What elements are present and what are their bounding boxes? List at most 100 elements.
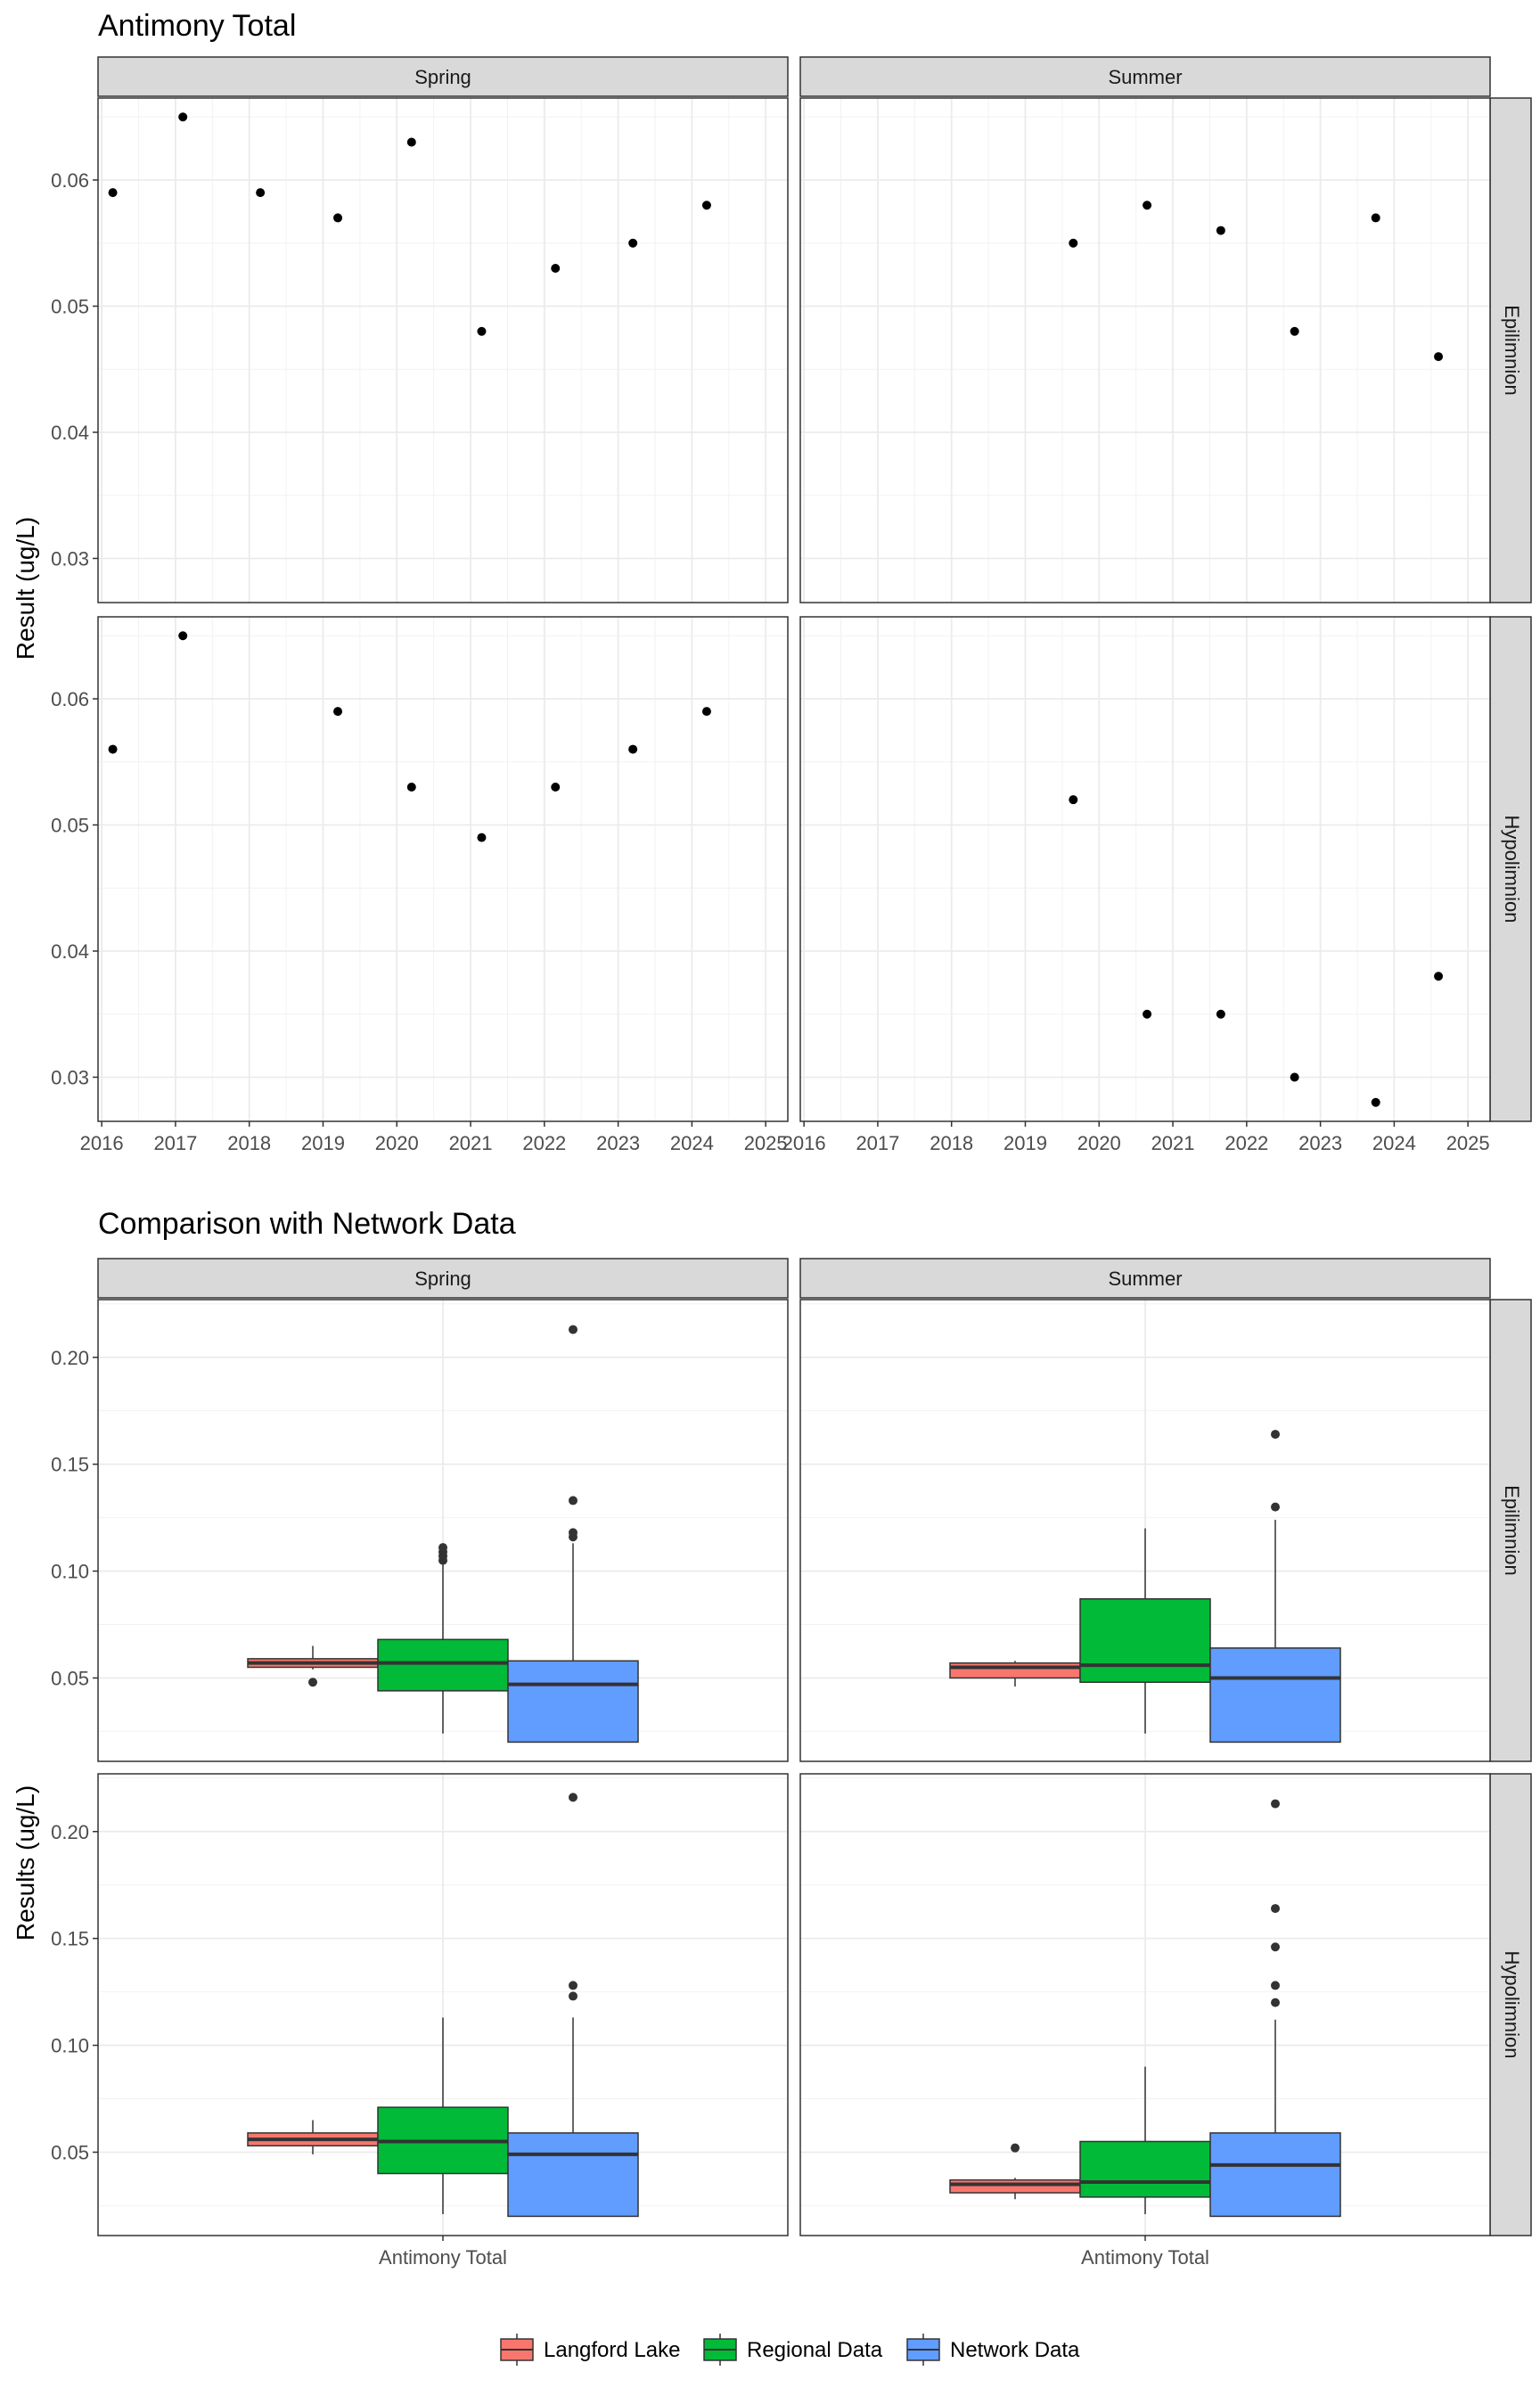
box-body [1209, 2132, 1341, 2218]
box-body [507, 1660, 639, 1744]
x-tick-label: 2023 [1298, 1132, 1342, 1154]
x-tick-label: 2019 [1003, 1132, 1047, 1154]
x-tick-label: 2024 [670, 1132, 714, 1154]
strip-label: Epilimnion [1501, 1485, 1523, 1576]
x-tick-label: 2017 [856, 1132, 899, 1154]
outlier-point [308, 1678, 317, 1687]
strip-spring [97, 1258, 789, 1299]
data-point [406, 137, 416, 147]
panel-border [97, 616, 789, 1122]
y-tick-label: 0.05 [51, 1667, 89, 1689]
box-body [1079, 1597, 1211, 1684]
y-axis-title: Results (ug/L) [12, 1785, 39, 1941]
legend-item-regional-data: Regional Data [703, 2334, 883, 2366]
x-tick-label: 2025 [744, 1132, 788, 1154]
x-tick-label: 2018 [930, 1132, 973, 1154]
x-tick-label: 2020 [1077, 1132, 1121, 1154]
box-network-data [507, 1325, 639, 1744]
data-point [551, 264, 561, 274]
y-tick-label: 0.06 [51, 688, 89, 710]
box-regional-data [1079, 1528, 1211, 1734]
outlier-point [1011, 2143, 1020, 2153]
outlier-point [569, 1496, 578, 1506]
data-point [1371, 1097, 1380, 1107]
outlier-point [438, 1543, 447, 1553]
box-body [949, 1662, 1081, 1679]
data-point [1069, 238, 1078, 248]
legend-label: Network Data [950, 2338, 1080, 2362]
y-axis-title: Result (ug/L) [12, 517, 39, 660]
data-point [1216, 1009, 1225, 1019]
data-point [178, 631, 188, 641]
x-tick-label: 2022 [522, 1132, 566, 1154]
data-point [1069, 795, 1078, 805]
outlier-point [1271, 1799, 1280, 1809]
outlier-point [569, 1325, 578, 1334]
data-point [178, 112, 188, 122]
data-point [1216, 226, 1225, 235]
y-tick-label: 0.03 [51, 547, 89, 570]
outlier-point [1271, 1942, 1280, 1952]
y-tick-label: 0.20 [51, 1347, 89, 1369]
panel-background [98, 617, 788, 1121]
panel-summer-hypolimnion: Antimony Total [799, 1773, 1491, 2269]
box-regional-data [377, 2017, 509, 2215]
panel-background [98, 98, 788, 603]
y-tick-label: 0.10 [51, 1561, 89, 1583]
y-tick-label: 0.04 [51, 940, 89, 963]
outlier-point [1271, 1904, 1280, 1914]
outlier-point [569, 1991, 578, 2001]
scatter-chart-antimony-total: Antimony Total Result (ug/L) Spring Summe… [12, 9, 1532, 1154]
data-point [1371, 213, 1380, 223]
panel-spring-epilimnion: 0.05 0.10 0.15 0.20 [51, 1299, 789, 1762]
outlier-point [1271, 1981, 1280, 1990]
data-point [477, 833, 487, 842]
legend-item-langford-lake: Langford Lake [500, 2334, 680, 2366]
box-body [1209, 1647, 1341, 1744]
y-tick-label: 0.05 [51, 295, 89, 317]
data-point [1143, 1009, 1152, 1019]
data-point [628, 744, 638, 754]
outlier-point [569, 1793, 578, 1802]
x-tick-label: 2021 [1151, 1132, 1195, 1154]
panel-border [799, 616, 1491, 1122]
data-point [477, 326, 487, 336]
x-tick-label: 2025 [1446, 1132, 1490, 1154]
data-point [1434, 352, 1444, 362]
data-point [1143, 201, 1152, 210]
data-point [108, 744, 118, 754]
data-point [1290, 1072, 1299, 1082]
panel-background [800, 617, 1490, 1121]
data-point [1434, 972, 1444, 981]
box-network-data [507, 1793, 639, 2218]
data-point [333, 213, 343, 223]
y-tick-label: 0.15 [51, 1928, 89, 1950]
legend-item-network-data: Network Data [906, 2334, 1080, 2366]
data-point [701, 201, 711, 210]
strip-summer [799, 1258, 1491, 1299]
outlier-point [1271, 1502, 1280, 1512]
x-tick-label: 2016 [782, 1132, 826, 1154]
x-tick-label: 2018 [227, 1132, 271, 1154]
x-tick-label: 2017 [153, 1132, 197, 1154]
data-point [333, 707, 343, 717]
data-point [551, 783, 561, 792]
box-body [949, 2179, 1081, 2194]
x-tick-label: 2024 [1372, 1132, 1416, 1154]
y-tick-label: 0.05 [51, 2141, 89, 2163]
y-tick-label: 0.10 [51, 2035, 89, 2057]
legend-label: Regional Data [747, 2338, 883, 2362]
outlier-point [569, 1528, 578, 1538]
box-regional-data [377, 1543, 509, 1734]
x-tick-label: Antimony Total [379, 2246, 507, 2269]
strip-label: Hypolimnion [1501, 815, 1523, 923]
data-point [701, 707, 711, 717]
panel-border [97, 1299, 789, 1762]
strip-hypolimnion [1489, 1773, 1532, 2236]
x-tick-label: Antimony Total [1081, 2246, 1209, 2269]
data-point [628, 238, 638, 248]
panel-summer-hypolimnion: 2016 2017 2018 2019 2020 2021 2022 2023 2024 2025 [782, 616, 1491, 1154]
panel-border [97, 97, 789, 603]
x-tick-label: 2023 [596, 1132, 640, 1154]
